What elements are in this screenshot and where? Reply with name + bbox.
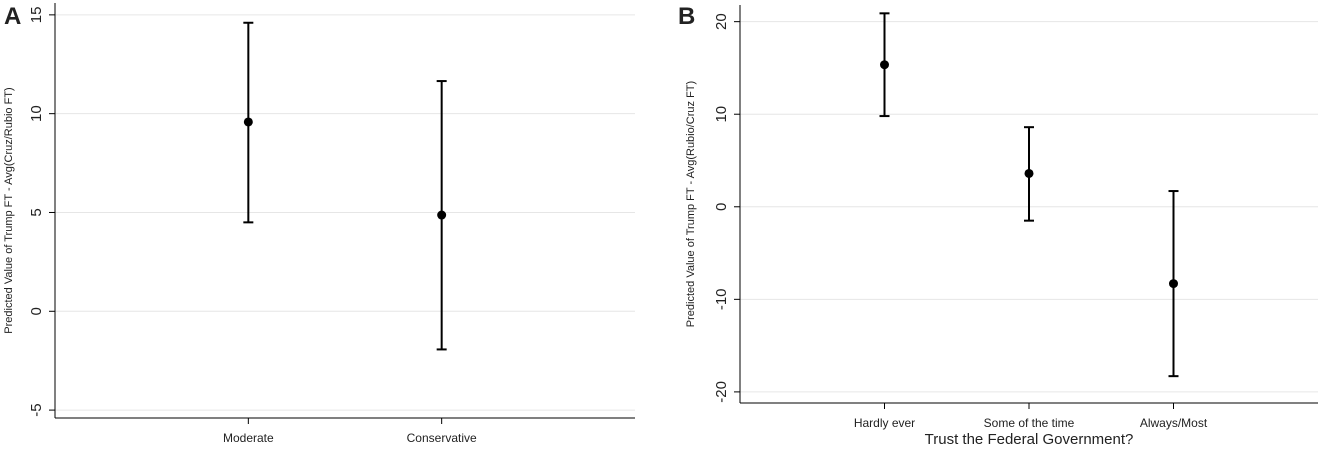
y-tick-label: 15 — [28, 7, 45, 24]
point — [1169, 279, 1178, 289]
x-tick-label: Hardly ever — [854, 416, 915, 430]
y-tick-label: 20 — [713, 13, 730, 30]
x-tick-label: Conservative — [407, 431, 477, 445]
y-tick-label: 0 — [28, 307, 45, 315]
panel-label: B — [678, 3, 695, 30]
y-tick-label: -5 — [28, 403, 45, 416]
y-tick-label: -20 — [713, 381, 730, 403]
y-tick-label: 0 — [713, 203, 730, 211]
x-tick-label: Some of the time — [984, 416, 1075, 430]
y-tick-label: 10 — [713, 106, 730, 123]
point — [243, 117, 253, 127]
x-tick-label: Always/Most — [1140, 416, 1208, 430]
x-tick-label: Moderate — [223, 431, 274, 445]
point — [1024, 168, 1034, 178]
point — [880, 60, 889, 70]
y-tick-label: 10 — [28, 105, 45, 122]
x-axis-label: Trust the Federal Government? — [925, 431, 1134, 448]
y-tick-label: 5 — [28, 208, 45, 216]
y-tick-label: -10 — [713, 288, 730, 310]
point — [437, 210, 447, 220]
panel-label: A — [4, 3, 21, 30]
y-axis-label: Predicted Value of Trump FT - Avg(Rubio/… — [685, 81, 697, 327]
y-axis-label: Predicted Value of Trump FT - Avg(Cruz/R… — [3, 87, 15, 333]
